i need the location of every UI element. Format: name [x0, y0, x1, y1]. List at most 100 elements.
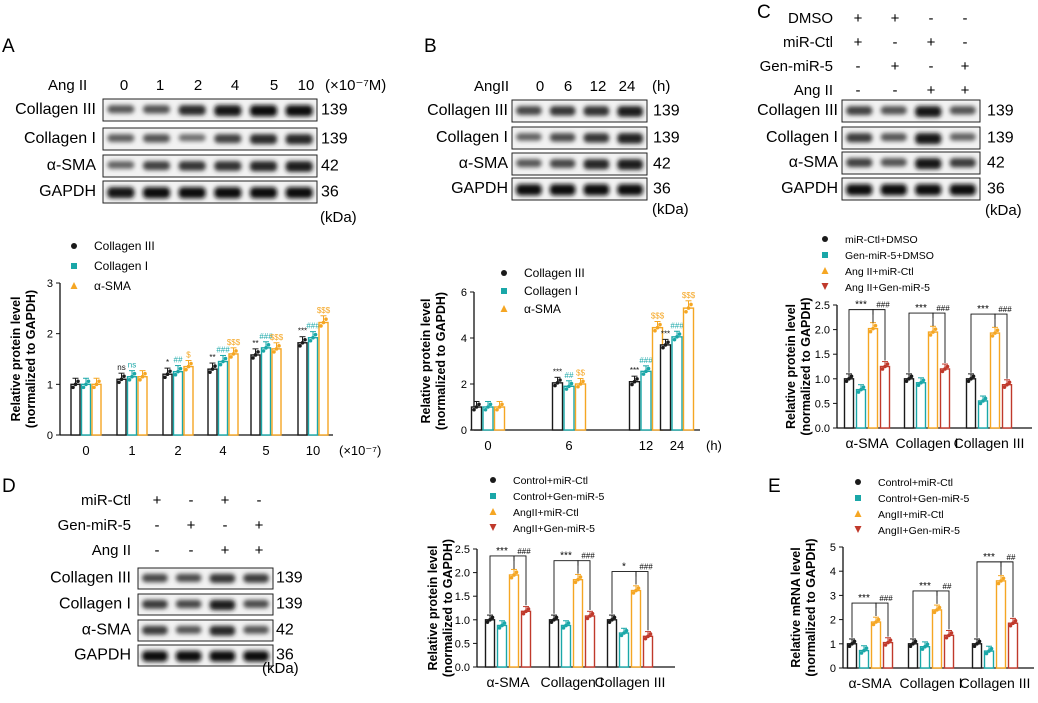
condition-label: miR-Ctl	[81, 492, 131, 509]
blot-kda: 36	[987, 180, 1005, 197]
blot-band	[949, 158, 976, 168]
legend-label: Ang II+Gen-miR-5	[845, 282, 930, 294]
bar	[207, 368, 218, 436]
data-point	[631, 591, 636, 595]
legend-label: Collagen I	[94, 259, 148, 273]
condition-sign: -	[257, 492, 262, 509]
data-point	[554, 615, 559, 620]
sig-label: ##	[1007, 553, 1016, 562]
bar	[927, 331, 939, 429]
blot-band	[846, 106, 873, 116]
bar	[843, 378, 855, 429]
condition-sign: +	[927, 34, 936, 51]
sig-bracket	[553, 560, 579, 614]
bar	[879, 365, 891, 429]
bar	[250, 354, 261, 436]
condition-label: Gen-miR-5	[760, 58, 833, 75]
sig-label: ns	[128, 361, 136, 370]
sig-bracket	[932, 312, 946, 363]
data-point	[993, 331, 997, 335]
panel-a-ang-label: Ang II	[48, 77, 87, 94]
bar	[137, 376, 148, 436]
panel-c-letter: C	[757, 2, 771, 23]
blot-band	[209, 599, 236, 611]
blot-band	[915, 158, 942, 170]
data-point	[512, 573, 516, 577]
data-point	[844, 379, 849, 384]
panel-b-ang-label: AngII	[474, 78, 509, 95]
x-axis-unit: (×10⁻⁷)	[339, 443, 381, 458]
blot-band	[175, 650, 202, 662]
blot-band	[142, 650, 168, 662]
blot-kda: 42	[987, 154, 1005, 171]
y-axis-label-2: (normalized to GAPDH)	[441, 539, 455, 677]
panel-a: A Ang II 0 1 2 4 5 10 (×10⁻⁷M) Collagen III 13…	[2, 36, 386, 226]
data-point	[485, 620, 490, 624]
data-point	[943, 367, 947, 371]
legend-label: AngII+miR-Ctl	[878, 509, 944, 521]
sig-label: ***	[983, 552, 995, 563]
blot-band	[107, 187, 135, 199]
data-point	[675, 335, 679, 339]
sig-label: $$$	[651, 312, 665, 321]
data-point	[168, 369, 172, 373]
blot-band	[107, 105, 135, 114]
bar	[318, 321, 329, 436]
x-tick-label: Collagen III	[595, 674, 666, 690]
data-point	[122, 374, 126, 379]
data-point	[921, 378, 926, 383]
sig-bracket	[875, 602, 889, 637]
lane-label: 0	[536, 78, 544, 95]
data-point	[1002, 385, 1007, 389]
legend-marker	[822, 236, 828, 242]
y-tick-label: 2.0	[815, 325, 830, 337]
panel-d-kda: (kDa)	[262, 660, 299, 677]
data-point	[972, 644, 977, 649]
blot-band	[516, 159, 542, 168]
y-tick-label: 0.5	[455, 638, 470, 650]
sig-label: ###	[581, 552, 595, 561]
data-point	[663, 343, 668, 347]
blot-band	[915, 184, 942, 196]
data-point	[117, 380, 121, 385]
data-point	[871, 326, 875, 331]
blot-band	[583, 133, 610, 143]
blot-label: α-SMA	[47, 157, 97, 174]
blot-label: Collagen I	[24, 130, 96, 147]
blot-band	[249, 134, 278, 145]
blot-kda: 36	[321, 183, 339, 200]
sig-label: ###	[259, 332, 273, 341]
legend-label: Ang II+miR-Ctl	[845, 266, 914, 278]
legend-label: Collagen I	[524, 284, 578, 298]
blot-band	[214, 187, 242, 199]
blot-kda: 42	[653, 155, 671, 172]
data-point	[549, 620, 554, 624]
bar	[217, 360, 229, 436]
blot-band	[915, 133, 942, 145]
data-point	[641, 372, 646, 376]
bar	[931, 609, 943, 669]
blot-band	[142, 161, 171, 171]
condition-sign: +	[891, 58, 900, 75]
data-point	[978, 401, 983, 406]
sig-label: ###	[216, 345, 230, 354]
data-point	[130, 374, 134, 379]
data-point	[880, 367, 885, 371]
data-point	[1011, 621, 1015, 626]
data-point	[552, 618, 556, 622]
data-point	[847, 644, 852, 649]
data-point	[666, 340, 670, 344]
bar	[70, 383, 81, 436]
data-point	[984, 651, 989, 656]
condition-sign: -	[963, 10, 968, 27]
panel-b-letter: B	[424, 36, 437, 57]
data-point	[266, 343, 271, 347]
blot-label: Collagen I	[436, 129, 508, 146]
blot-band	[142, 599, 168, 609]
legend-label: AngII+Gen-miR-5	[513, 523, 595, 535]
data-point	[308, 338, 313, 343]
lane-label: 0	[120, 77, 128, 94]
y-axis-label-2: (normalized to GAPDH)	[799, 297, 813, 435]
blot-frame	[137, 644, 274, 667]
sig-label: ###	[876, 301, 890, 310]
